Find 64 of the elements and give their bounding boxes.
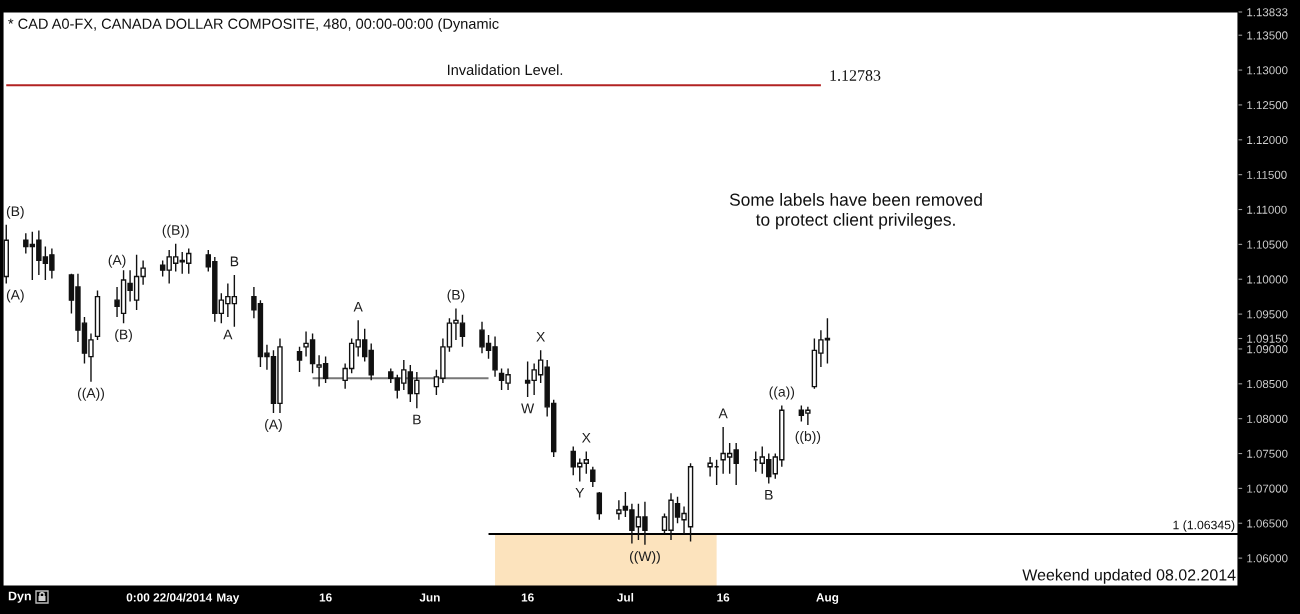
- candlestick: [94, 289, 101, 341]
- annotation: (A): [265, 419, 282, 433]
- annotation: 1.12783: [830, 70, 881, 81]
- y-tick-label: 1.09150: [1247, 334, 1288, 343]
- annotation: ((W)): [630, 550, 660, 564]
- annotation: ((A)): [77, 387, 104, 401]
- annotation: (B): [447, 289, 465, 303]
- x-tick-label: Jul: [617, 592, 634, 602]
- annotation: X: [536, 331, 545, 342]
- y-tick-label: 1.08500: [1247, 379, 1288, 389]
- chart-title: * CAD A0-FX, CANADA DOLLAR COMPOSITE, 480, 00:00-00:00 (Dynamic: [8, 18, 499, 32]
- annotation: (A): [108, 254, 126, 268]
- x-tick-label: 0:00 22/04/2014: [126, 592, 213, 602]
- annotation: ((a)): [769, 386, 795, 400]
- candlestick: [583, 450, 590, 475]
- y-tick-label: 1.12500: [1247, 101, 1288, 110]
- annotation: ((b)): [795, 430, 821, 444]
- x-tick-label: May: [217, 593, 240, 604]
- y-tick-label: 1.07500: [1247, 449, 1288, 458]
- y-tick-label: 1.11500: [1247, 170, 1287, 179]
- y-tick-label: 1.10000: [1247, 275, 1288, 284]
- y-tick-label: 1.13833: [1247, 8, 1288, 17]
- annotation: A: [353, 301, 363, 312]
- x-tick-label: Aug: [816, 593, 839, 604]
- annotation: A: [718, 408, 728, 419]
- annotation: W: [521, 403, 535, 414]
- candlestick: [296, 346, 303, 373]
- y-tick-label: 1.06500: [1247, 519, 1288, 528]
- y-tick-label: 1.07000: [1247, 484, 1288, 493]
- annotation: B: [765, 490, 773, 500]
- annotation: (B): [115, 329, 132, 343]
- x-tick-label: 16: [521, 593, 534, 602]
- text: Dyn: [8, 591, 31, 603]
- y-tick-label: 1.09500: [1247, 310, 1288, 319]
- annotation: (A): [6, 289, 24, 303]
- candlestick: [388, 367, 394, 384]
- y-tick-label: 1.11000: [1247, 205, 1287, 214]
- candlestick: [713, 459, 720, 486]
- candlestick: [368, 342, 374, 382]
- annotation: A: [223, 329, 233, 340]
- annotation: Some labels have been removed to protect client privileges.: [729, 193, 982, 230]
- candlestick: [753, 450, 759, 473]
- y-tick-label: 1.12000: [1247, 135, 1288, 145]
- y-tick-label: 1.13500: [1247, 31, 1288, 40]
- x-tick-label: 16: [717, 593, 730, 602]
- x-tick-label: Jun: [419, 593, 440, 602]
- y-tick-label: 1.13000: [1247, 66, 1288, 75]
- annotation: (B): [6, 205, 24, 219]
- annotation: X: [581, 432, 591, 443]
- y-tick-label: 1.08000: [1247, 414, 1288, 423]
- candlestick: [707, 456, 713, 478]
- y-tick-label: 1.06000: [1247, 554, 1288, 563]
- y-tick-label: 1.10500: [1247, 240, 1288, 249]
- annotation: Weekend updated 08.02.2014: [1022, 568, 1236, 584]
- x-tick-label: 16: [319, 593, 332, 602]
- annotation: Invalidation Level.: [448, 64, 563, 76]
- annotation: Y: [575, 487, 585, 498]
- annotation: B: [230, 256, 239, 267]
- annotation: B: [413, 414, 421, 425]
- annotation: ((B)): [162, 224, 189, 238]
- y-tick-label: 1.09000: [1247, 345, 1288, 354]
- candlestick: [590, 466, 596, 488]
- candlestick: [596, 491, 603, 521]
- annotation: 1 (1.06345): [1173, 520, 1235, 532]
